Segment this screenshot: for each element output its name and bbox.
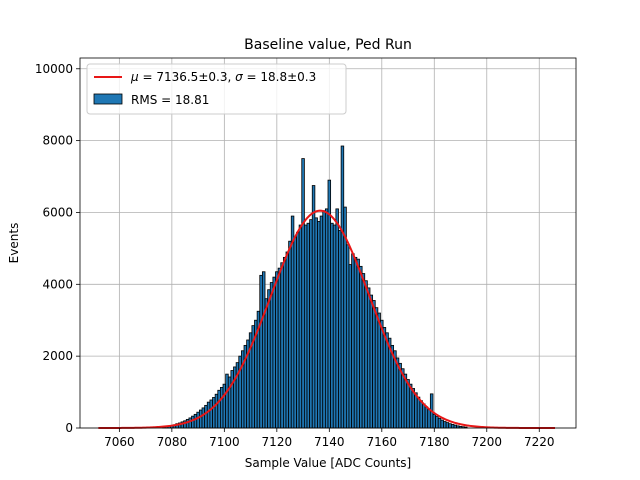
- legend-sigma-value: = 18.8±0.3: [243, 70, 317, 84]
- x-tick-label: 7120: [262, 435, 293, 449]
- x-tick-label: 7180: [419, 435, 450, 449]
- legend-fit-label: μ = 7136.5±0.3, σ = 18.8±0.3: [130, 70, 316, 84]
- gaussian-fit-curve: [98, 209, 556, 429]
- x-tick-label: 7080: [157, 435, 188, 449]
- x-tick-label: 7060: [104, 435, 135, 449]
- legend: μ = 7136.5±0.3, σ = 18.8±0.3 RMS = 18.81: [86, 63, 347, 115]
- y-axis-ticks: 0 2000 4000 6000 8000 10000: [35, 62, 80, 435]
- y-tick-label: 0: [65, 421, 73, 435]
- y-tick-label: 6000: [42, 205, 73, 219]
- y-tick-label: 10000: [35, 62, 73, 76]
- legend-histogram-swatch: [93, 93, 123, 105]
- legend-sigma-symbol: σ: [235, 70, 243, 84]
- x-axis-ticks: 7060 7080 7100 7120 7140 7160 7180 7200 7220: [104, 428, 555, 449]
- legend-mu-value: = 7136.5±0.3,: [139, 70, 235, 84]
- y-axis-label: Events: [7, 223, 21, 264]
- y-tick-label: 8000: [42, 134, 73, 148]
- x-tick-label: 7140: [314, 435, 345, 449]
- chart-title: Baseline value, Ped Run: [244, 37, 412, 53]
- histogram-bars: [162, 145, 468, 429]
- legend-histogram-label: RMS = 18.81: [131, 93, 209, 107]
- x-axis-label: Sample Value [ADC Counts]: [245, 456, 411, 470]
- x-tick-label: 7160: [367, 435, 398, 449]
- legend-mu-symbol: μ: [130, 70, 139, 84]
- y-tick-label: 4000: [42, 277, 73, 291]
- x-tick-label: 7100: [209, 435, 240, 449]
- legend-box: [86, 63, 347, 115]
- x-tick-label: 7200: [471, 435, 502, 449]
- y-tick-label: 2000: [42, 349, 73, 363]
- plot-frame: [79, 57, 577, 429]
- x-tick-label: 7220: [524, 435, 555, 449]
